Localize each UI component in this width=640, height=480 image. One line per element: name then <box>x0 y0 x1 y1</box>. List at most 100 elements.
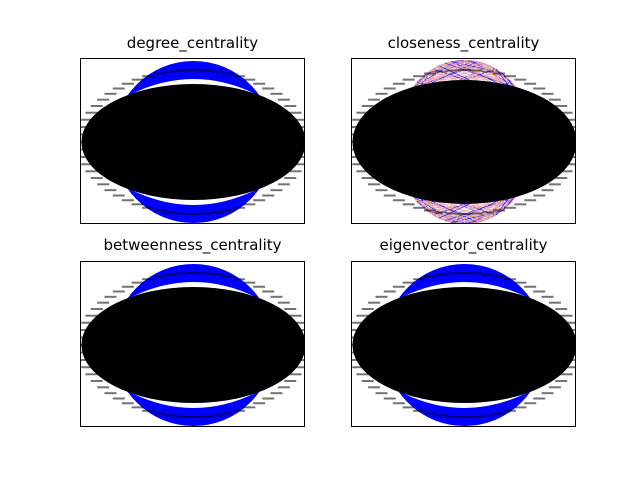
node-label-mark <box>296 329 304 332</box>
node-label-mark <box>232 75 245 78</box>
node-label-mark <box>81 118 94 121</box>
node-label-mark <box>81 336 89 339</box>
node-label-mark <box>392 82 405 85</box>
node-label-mark <box>104 295 117 298</box>
node-label-mark <box>199 212 212 215</box>
node-label-mark <box>164 273 177 276</box>
node-label-mark <box>514 203 527 206</box>
node-label-mark <box>299 141 304 143</box>
node-label-mark <box>361 380 374 382</box>
node-label-mark <box>142 409 155 412</box>
node-label-mark <box>131 203 144 206</box>
node-label-mark <box>446 272 459 275</box>
node-label-mark <box>289 170 302 173</box>
node-label-mark <box>121 285 134 288</box>
node-label-mark <box>199 69 212 72</box>
node-label-mark <box>458 416 471 418</box>
node-label-mark <box>262 194 275 197</box>
node-label-mark <box>567 155 575 158</box>
label-fringe <box>81 69 304 215</box>
node-label-mark <box>81 321 94 324</box>
node-label-mark <box>299 344 304 346</box>
node-label-mark <box>541 189 554 192</box>
node-label-mark <box>555 177 568 179</box>
node-label-mark <box>423 275 436 278</box>
node-label-mark <box>375 392 388 395</box>
node-label-mark <box>81 351 89 354</box>
node-label-mark <box>90 177 103 179</box>
node-label-mark <box>164 211 177 214</box>
node-label-mark <box>564 366 575 369</box>
node-label-mark <box>121 82 134 85</box>
node-label-mark <box>493 412 506 415</box>
node-label-mark <box>187 213 200 215</box>
node-label-mark <box>569 351 575 354</box>
node-label-mark <box>493 209 506 212</box>
node-label-mark <box>81 141 88 143</box>
node-label-mark <box>81 163 94 166</box>
node-label-mark <box>81 148 89 151</box>
node-label-mark <box>253 199 266 202</box>
edge-line <box>454 222 456 223</box>
node-label-mark <box>402 406 415 409</box>
panel-title-eigenvector: eigenvector_centrality <box>379 236 548 254</box>
panel-axes-betweenness <box>80 261 305 427</box>
network-graph-betweenness <box>81 264 304 426</box>
panel-axes-degree <box>80 58 305 224</box>
node-label-mark <box>470 272 483 275</box>
node-label-mark <box>199 272 212 275</box>
node-label-mark <box>97 386 110 389</box>
node-label-mark <box>352 118 365 121</box>
node-label-mark <box>81 126 91 129</box>
node-label-mark <box>243 406 256 409</box>
node-label-mark <box>142 278 155 281</box>
node-label-mark <box>112 194 125 197</box>
node-label-mark <box>296 126 304 129</box>
node-label-mark <box>298 133 304 136</box>
node-label-mark <box>81 329 91 332</box>
node-label-mark <box>560 314 573 317</box>
node-label-mark <box>253 82 266 85</box>
node-label-mark <box>392 199 405 202</box>
node-label-mark <box>541 392 554 395</box>
node-label-mark <box>361 105 374 107</box>
node-label-mark <box>368 301 381 304</box>
panel-axes-closeness <box>351 58 576 224</box>
node-label-mark <box>262 87 275 90</box>
node-label-mark <box>232 206 245 209</box>
node-label-mark <box>97 183 110 186</box>
node-label-mark <box>284 105 297 107</box>
label-fringe <box>352 69 575 215</box>
node-label-mark <box>352 148 360 151</box>
node-label-mark <box>352 321 365 324</box>
node-label-mark <box>564 163 575 166</box>
node-label-mark <box>435 211 448 214</box>
node-label-mark <box>298 148 304 151</box>
node-label-mark <box>296 155 304 158</box>
node-label-mark <box>503 206 516 209</box>
node-label-mark <box>81 366 94 369</box>
node-label-mark <box>289 373 302 376</box>
network-graph-closeness <box>352 59 575 223</box>
node-label-mark <box>222 72 235 75</box>
node-label-mark <box>368 386 381 389</box>
node-label-mark <box>152 275 165 278</box>
node-label-mark <box>81 155 91 158</box>
node-label-mark <box>514 281 527 284</box>
node-label-mark <box>243 281 256 284</box>
node-label-mark <box>152 72 165 75</box>
node-label-mark <box>435 70 448 73</box>
node-label-mark <box>187 416 200 418</box>
node-label-mark <box>383 397 396 400</box>
node-label-mark <box>142 206 155 209</box>
label-fringe <box>352 272 575 418</box>
node-label-mark <box>232 409 245 412</box>
node-label-mark <box>383 87 396 90</box>
node-label-mark <box>567 358 575 361</box>
node-label-mark <box>352 133 360 136</box>
node-label-mark <box>413 206 426 209</box>
node-label-mark <box>104 392 117 395</box>
node-label-mark <box>555 308 568 310</box>
node-label-mark <box>493 72 506 75</box>
node-label-mark <box>131 406 144 409</box>
